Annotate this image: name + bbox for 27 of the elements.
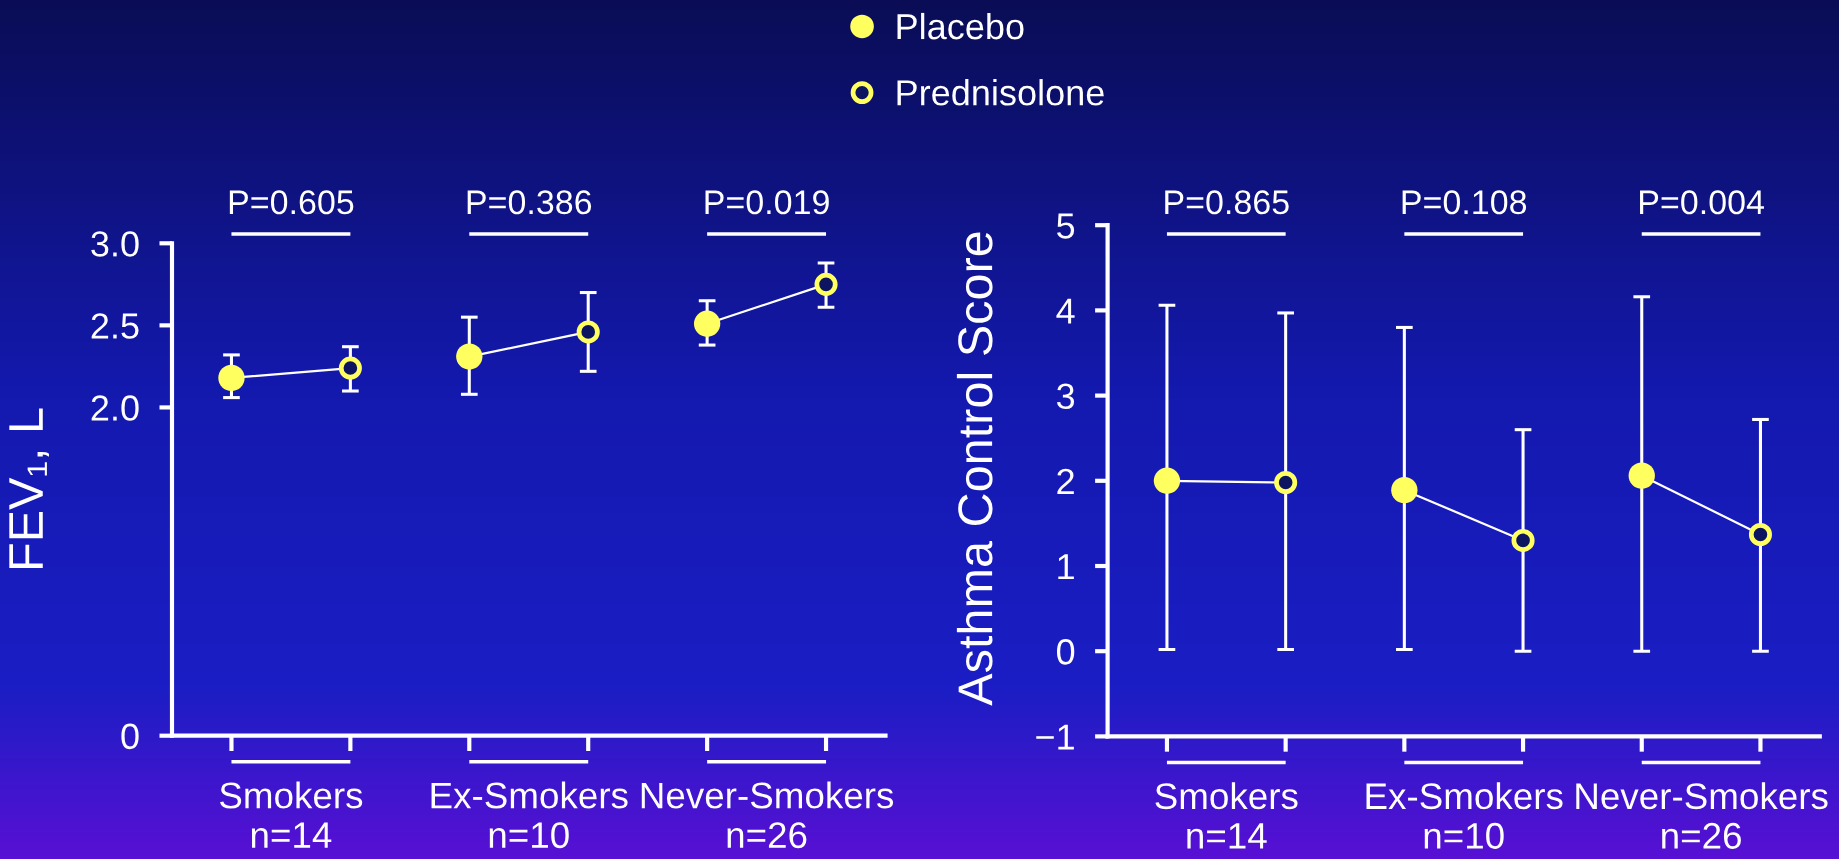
legend-label: Placebo <box>897 12 1024 40</box>
y-tick-label: 3 <box>1056 383 1075 410</box>
text: P=0.019 <box>705 190 829 215</box>
text: P=0.605 <box>229 190 354 215</box>
y-tick-label: 0 <box>1056 639 1075 665</box>
text: P=0.004 <box>1640 190 1764 215</box>
y-tick-label: 2 <box>1057 468 1074 494</box>
y-axis-title: FEV₁, L <box>9 408 49 568</box>
text: P=0.386 <box>467 190 592 215</box>
y-axis-title: Asthma Control Score <box>956 232 993 706</box>
y-tick-label: 2.5 <box>91 313 139 339</box>
x-tick-label: Ex-Smokers n=10 <box>1366 782 1563 849</box>
y-tick-label: −1 <box>1036 724 1074 750</box>
y-tick-label: 0 <box>121 723 139 750</box>
text: P=0.108 <box>1402 190 1527 215</box>
x-tick-label: Never-Smokers n=26 <box>1576 782 1828 849</box>
x-tick-label: Smokers n=14 <box>1155 782 1298 849</box>
y-tick-label: 2.0 <box>91 395 139 421</box>
x-tick-label: Never-Smokers n=26 <box>641 781 894 849</box>
y-tick-label: 3.0 <box>91 231 139 257</box>
legend-label: Prednisolone <box>897 79 1104 106</box>
y-tick-label: 4 <box>1056 298 1075 324</box>
text: P=0.865 <box>1165 190 1289 215</box>
y-tick-label: 1 <box>1058 554 1074 580</box>
x-tick-label: Smokers n=14 <box>219 781 363 848</box>
y-tick-label: 5 <box>1057 213 1075 239</box>
x-tick-label: Ex-Smokers n=10 <box>431 781 628 849</box>
